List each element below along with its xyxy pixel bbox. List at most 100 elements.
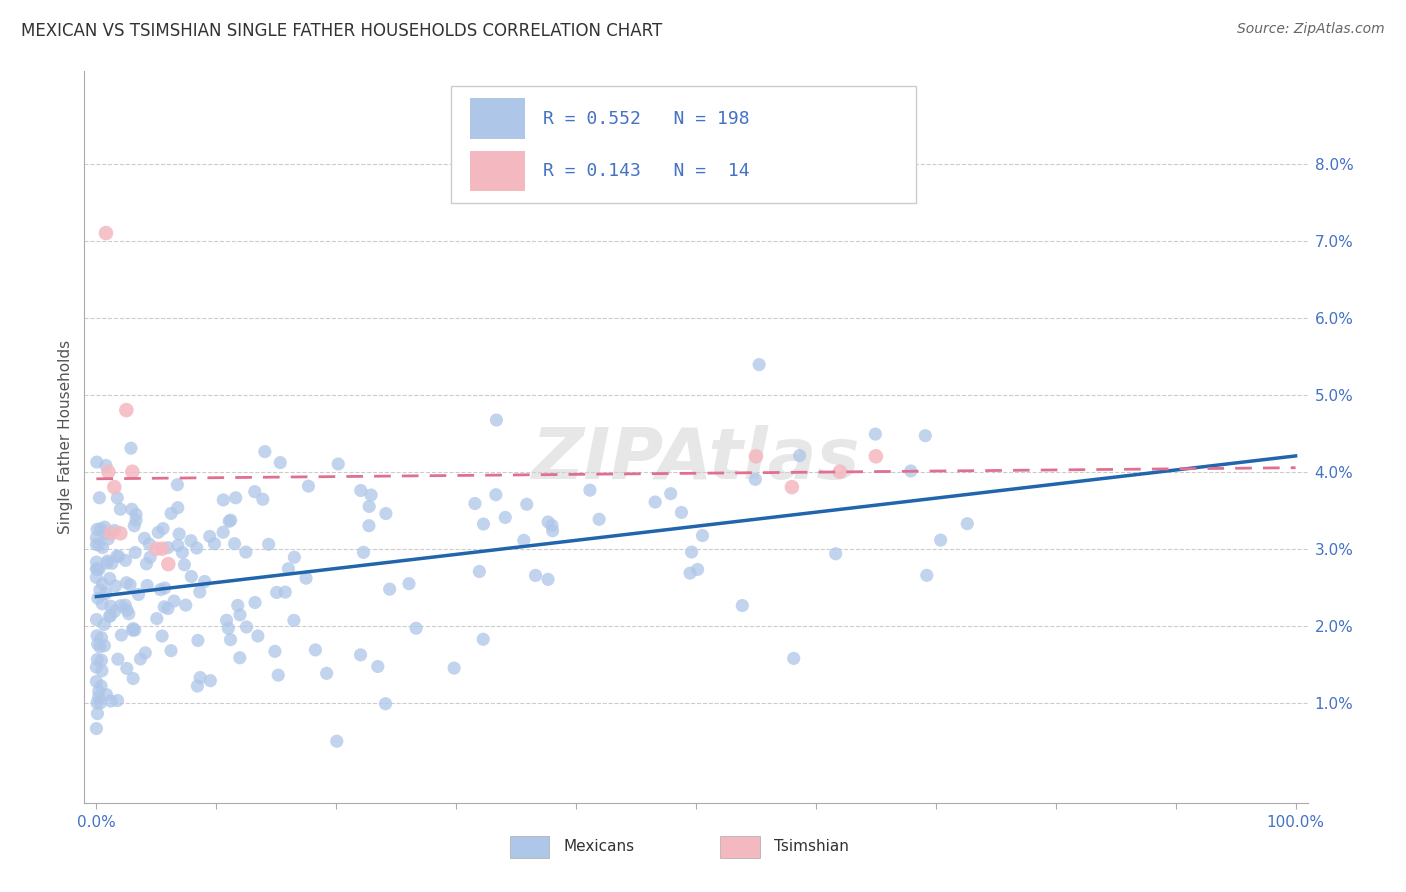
Point <box>326 734 349 748</box>
Point <box>105 549 128 564</box>
Point <box>98 571 121 585</box>
Point <box>115 661 138 675</box>
Point <box>160 643 183 657</box>
Point <box>671 505 693 519</box>
Point <box>198 529 221 543</box>
Point <box>283 614 305 628</box>
Point <box>86 629 108 643</box>
Point <box>135 557 157 571</box>
Point <box>780 480 803 494</box>
Point <box>541 518 564 533</box>
Point <box>90 679 112 693</box>
Point <box>226 599 249 613</box>
Point <box>398 576 420 591</box>
Point <box>97 465 120 479</box>
Point <box>86 674 108 689</box>
Point <box>86 660 108 674</box>
Point <box>153 599 176 614</box>
Point <box>443 661 465 675</box>
FancyBboxPatch shape <box>451 86 917 203</box>
Point <box>86 696 108 710</box>
Point <box>103 604 125 618</box>
Point <box>86 722 108 736</box>
Point <box>659 486 682 500</box>
Point <box>274 585 297 599</box>
Point <box>86 555 108 569</box>
Point <box>93 639 115 653</box>
Bar <box>470 98 524 138</box>
Point <box>253 444 276 458</box>
Point <box>257 537 280 551</box>
Point <box>353 545 375 559</box>
Point <box>90 522 112 536</box>
Text: Mexicans: Mexicans <box>564 839 636 855</box>
Point <box>900 464 922 478</box>
Point <box>107 693 129 707</box>
Point <box>110 628 132 642</box>
Point <box>186 679 208 693</box>
Point <box>865 450 887 464</box>
Point <box>115 575 138 590</box>
Point <box>359 500 381 514</box>
Point <box>472 632 495 647</box>
Point <box>485 413 508 427</box>
Point <box>122 672 145 686</box>
Point <box>679 566 702 581</box>
Point <box>537 573 560 587</box>
Point <box>149 582 172 597</box>
Point <box>105 491 128 505</box>
Point <box>378 582 401 596</box>
Point <box>204 537 226 551</box>
Point <box>180 569 202 583</box>
Point <box>150 541 173 556</box>
Text: Tsimshian: Tsimshian <box>775 839 849 855</box>
Point <box>86 531 108 545</box>
Point <box>93 527 115 541</box>
Point <box>90 653 112 667</box>
Point <box>86 522 108 536</box>
Point <box>235 545 257 559</box>
Point <box>464 496 486 510</box>
Point <box>789 449 811 463</box>
Point <box>145 541 167 556</box>
Point <box>246 629 269 643</box>
Point <box>110 599 132 613</box>
Point <box>87 538 110 552</box>
Point <box>350 483 373 498</box>
Text: R = 0.143   N =  14: R = 0.143 N = 14 <box>543 162 749 180</box>
Point <box>579 483 602 497</box>
Point <box>100 608 122 623</box>
Point <box>94 586 117 600</box>
Point <box>94 458 117 473</box>
Point <box>644 495 666 509</box>
Point <box>188 585 211 599</box>
Point <box>243 595 266 609</box>
Point <box>152 522 174 536</box>
Point <box>297 479 319 493</box>
Point <box>229 607 252 622</box>
Point <box>360 488 382 502</box>
Point <box>103 480 125 494</box>
Point <box>148 525 170 540</box>
Point <box>93 520 115 534</box>
Point <box>266 585 288 599</box>
Point <box>172 545 194 559</box>
Point <box>269 456 291 470</box>
Text: ZIPAtlas: ZIPAtlas <box>531 425 860 493</box>
Point <box>96 688 118 702</box>
Point <box>367 659 389 673</box>
Point <box>86 455 108 469</box>
Point <box>97 532 120 546</box>
Point <box>91 664 114 678</box>
Point <box>744 472 766 486</box>
Point <box>468 565 491 579</box>
Point <box>115 403 138 417</box>
Point <box>91 541 114 555</box>
Point <box>120 441 142 455</box>
Point <box>283 550 305 565</box>
Point <box>173 558 195 572</box>
Point <box>174 598 197 612</box>
Point <box>686 562 709 576</box>
Point <box>748 358 770 372</box>
Point <box>86 637 108 651</box>
